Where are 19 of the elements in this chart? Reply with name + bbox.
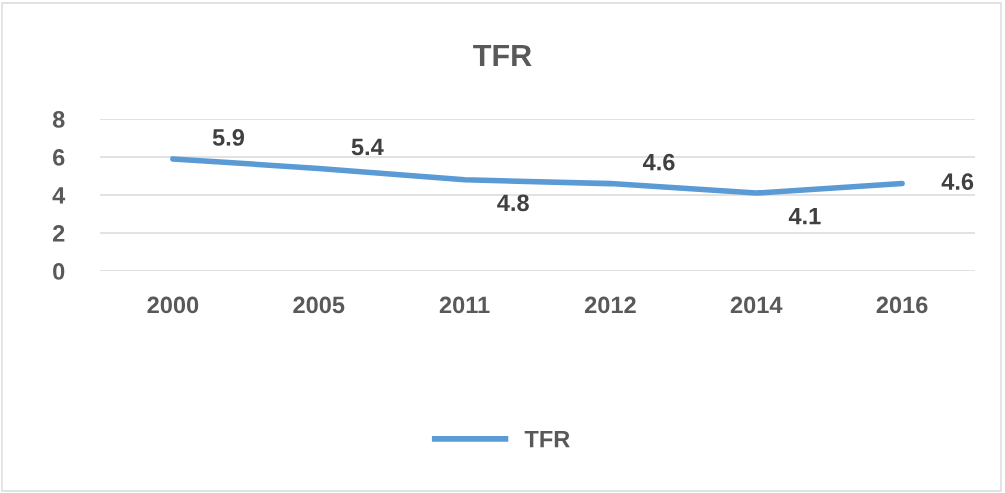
data-label: 4.1: [788, 207, 821, 225]
x-tick-label: 2012: [584, 296, 636, 314]
y-tick-label: 0: [53, 263, 65, 280]
data-label: 5.9: [212, 129, 245, 146]
data-label: 5.4: [351, 138, 384, 156]
x-tick-label: 2005: [293, 296, 345, 314]
data-label: 4.6: [642, 153, 675, 171]
data-label: 4.8: [497, 194, 529, 212]
x-tick-label: 2014: [730, 296, 783, 314]
legend-label: TFR: [524, 430, 570, 448]
x-tick-label: 2016: [876, 296, 928, 314]
y-tick-label: 8: [52, 111, 65, 128]
y-tick-label: 2: [52, 225, 65, 242]
y-tick-label: 6: [53, 149, 65, 166]
chart-title: TFR: [473, 44, 532, 66]
x-tick-label: 2000: [147, 296, 199, 314]
y-tick-label: 4: [52, 187, 66, 204]
data-label: 4.6: [941, 173, 974, 190]
x-tick-label: 2011: [439, 296, 490, 314]
